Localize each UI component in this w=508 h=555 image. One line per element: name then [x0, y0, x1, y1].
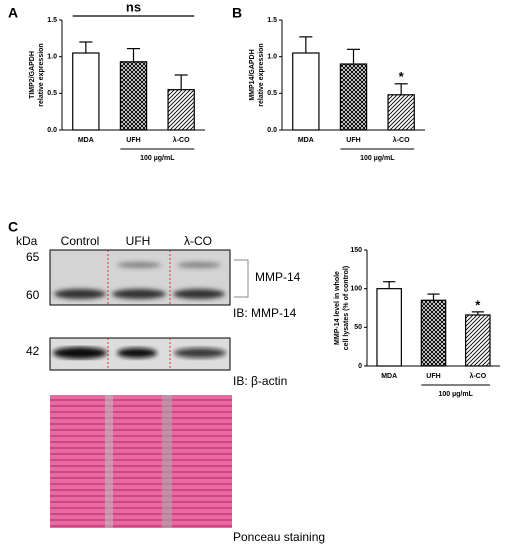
y-tick-label: 0.0 — [267, 127, 277, 134]
ib-label: IB: MMP-14 — [233, 306, 297, 320]
x-tick-label: λ-CO — [469, 372, 486, 380]
marker-label: 65 — [26, 250, 40, 264]
significance: * — [399, 69, 405, 84]
x-tick-label: λ-CO — [393, 136, 410, 144]
y-tick-label: 1.5 — [267, 17, 277, 24]
bar — [339, 63, 368, 131]
panel-label: C — [8, 219, 18, 235]
y-tick-label: 0 — [358, 363, 362, 370]
x-tick-label: MDA — [381, 373, 397, 380]
y-tick-label: 1.5 — [47, 17, 57, 24]
bar — [387, 94, 415, 131]
group-label: 100 µg/mL — [438, 391, 473, 398]
y-axis-label: MMP-14 level in whole — [334, 271, 341, 345]
x-tick-label: UFH — [346, 137, 360, 144]
annotation: ns — [126, 0, 141, 14]
y-axis-label: TIMP2/GAPDH — [29, 51, 36, 99]
significance: * — [475, 297, 481, 312]
y-tick-label: 150 — [350, 247, 362, 254]
panel-label: A — [8, 5, 18, 21]
y-tick-label: 1.0 — [267, 54, 277, 61]
marker-label: 60 — [26, 288, 40, 302]
y-tick-label: 50 — [354, 324, 362, 331]
group-label: 100 µg/mL — [140, 155, 175, 162]
y-tick-label: 0.0 — [47, 127, 57, 134]
bar — [72, 52, 100, 131]
ib-label: IB: β-actin — [233, 374, 287, 388]
y-axis-label: relative expression — [258, 43, 265, 106]
bar — [167, 89, 195, 131]
panel-label: B — [232, 5, 242, 21]
kda-label: kDa — [16, 234, 38, 248]
y-axis-label: cell lysates (% of control) — [343, 266, 350, 350]
bar — [119, 61, 148, 131]
y-tick-label: 1.0 — [47, 54, 57, 61]
x-tick-label: λ-CO — [173, 136, 190, 144]
marker-label: 42 — [26, 344, 40, 358]
lane-label: λ-CO — [184, 234, 212, 248]
y-axis-label: MMP14/GAPDH — [249, 49, 256, 100]
target-label: MMP-14 — [255, 270, 301, 284]
bar — [376, 288, 402, 367]
x-tick-label: MDA — [298, 137, 314, 144]
blot-mmp14 — [49, 249, 231, 306]
y-axis-label: relative expression — [38, 43, 45, 106]
bar — [465, 314, 491, 367]
x-tick-label: UFH — [426, 373, 440, 380]
stain-label: Ponceau staining — [233, 530, 325, 544]
y-tick-label: 100 — [350, 286, 362, 293]
lane-label: Control — [61, 234, 100, 248]
bar — [420, 299, 447, 367]
y-tick-label: 0.5 — [267, 90, 277, 97]
y-tick-label: 0.5 — [47, 90, 57, 97]
lane-label: UFH — [126, 234, 151, 248]
group-label: 100 µg/mL — [360, 155, 395, 162]
x-tick-label: UFH — [126, 137, 140, 144]
blot-actin — [49, 337, 231, 371]
bar — [292, 52, 320, 131]
ponceau-image — [50, 395, 232, 528]
bracket — [234, 259, 249, 298]
x-tick-label: MDA — [78, 137, 94, 144]
